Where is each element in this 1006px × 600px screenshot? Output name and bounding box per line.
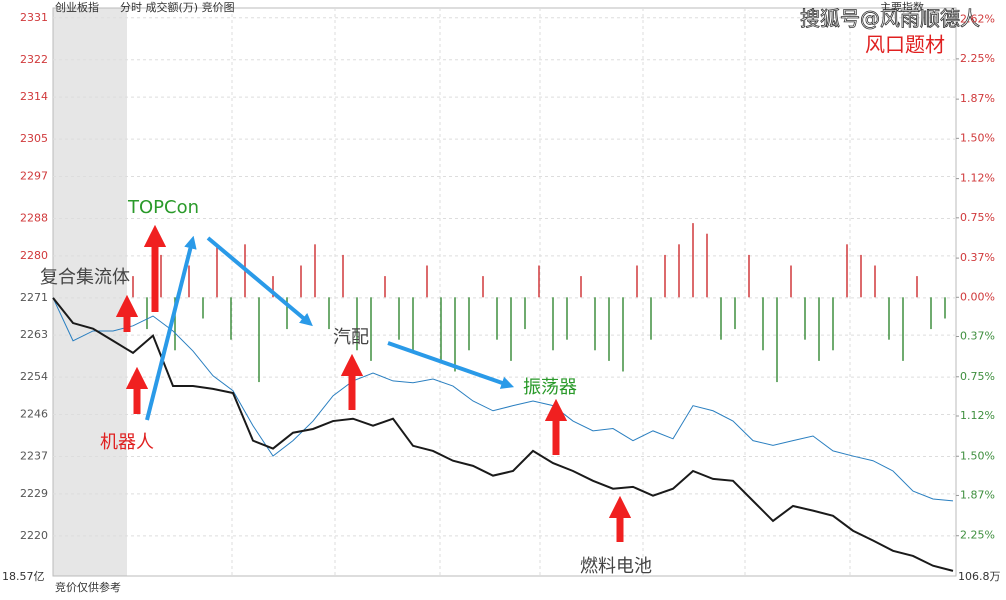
y2-tick-label: 1.12% <box>960 172 995 185</box>
y2-tick-label: 2.62% <box>960 13 995 26</box>
left-bottom-label: 18.57亿 <box>2 570 45 583</box>
y2-tick-label: 1.87% <box>960 92 995 105</box>
red-arrows <box>115 224 632 542</box>
annotation: 燃料电池 <box>580 556 652 577</box>
chart-title: 创业板指 <box>55 0 99 14</box>
panel-label: 主要指数 <box>880 0 924 14</box>
y2-tick-label: 1.50% <box>960 449 995 462</box>
auction-note: 竞价仅供参考 <box>55 580 121 594</box>
y-tick-label: 2246 <box>20 408 48 421</box>
blue-arrows <box>145 235 515 421</box>
y-tick-label: 2220 <box>20 529 48 542</box>
annotation: 复合集流体 <box>40 267 130 288</box>
y2-tick-label: 2.25% <box>960 529 995 542</box>
y2-tick-label: 0.75% <box>960 211 995 224</box>
y-tick-label: 2280 <box>20 249 48 262</box>
watermark: 搜狐号@风雨顺德人 <box>800 7 980 31</box>
annotation: 机器人 <box>100 432 154 453</box>
series-line <box>52 297 954 502</box>
y-tick-label: 2297 <box>20 169 48 182</box>
right-bottom-label: 106.8万 <box>958 570 1001 583</box>
y-tick-label: 2229 <box>20 487 48 500</box>
vertical-grid <box>231 8 851 576</box>
y2-tick-label: 0.37% <box>960 330 995 343</box>
y-tick-label: 2288 <box>20 211 48 224</box>
y-tick-label: 2322 <box>20 53 48 66</box>
y-tick-label: 2237 <box>20 450 48 463</box>
y2-tick-label: 0.37% <box>960 251 995 264</box>
y-tick-label: 2263 <box>20 328 48 341</box>
y2-tick-label: 1.50% <box>960 131 995 144</box>
y-tick-label: 2331 <box>20 11 48 24</box>
y2-tick-label: 2.25% <box>960 52 995 65</box>
auction-area <box>53 8 127 576</box>
y2-tick-label: 1.87% <box>960 488 995 501</box>
y-tick-label: 2305 <box>20 132 48 145</box>
y-tick-label: 2254 <box>20 370 48 383</box>
plot-frame <box>52 7 957 577</box>
annotation: 汽配 <box>333 327 369 348</box>
y2-tick-label: 0.00% <box>960 290 995 303</box>
annotation: TOPCon <box>127 197 199 218</box>
annotation: 振荡器 <box>523 377 577 398</box>
y-tick-label: 2271 <box>20 291 48 304</box>
y2-tick-label: 0.75% <box>960 370 995 383</box>
tag: 风口题材 <box>865 33 945 57</box>
chart-subtitle: 分时 成交额(万) 竞价图 <box>120 0 235 14</box>
y2-tick-label: 1.12% <box>960 409 995 422</box>
series-line <box>52 297 954 572</box>
y-tick-label: 2314 <box>20 90 48 103</box>
